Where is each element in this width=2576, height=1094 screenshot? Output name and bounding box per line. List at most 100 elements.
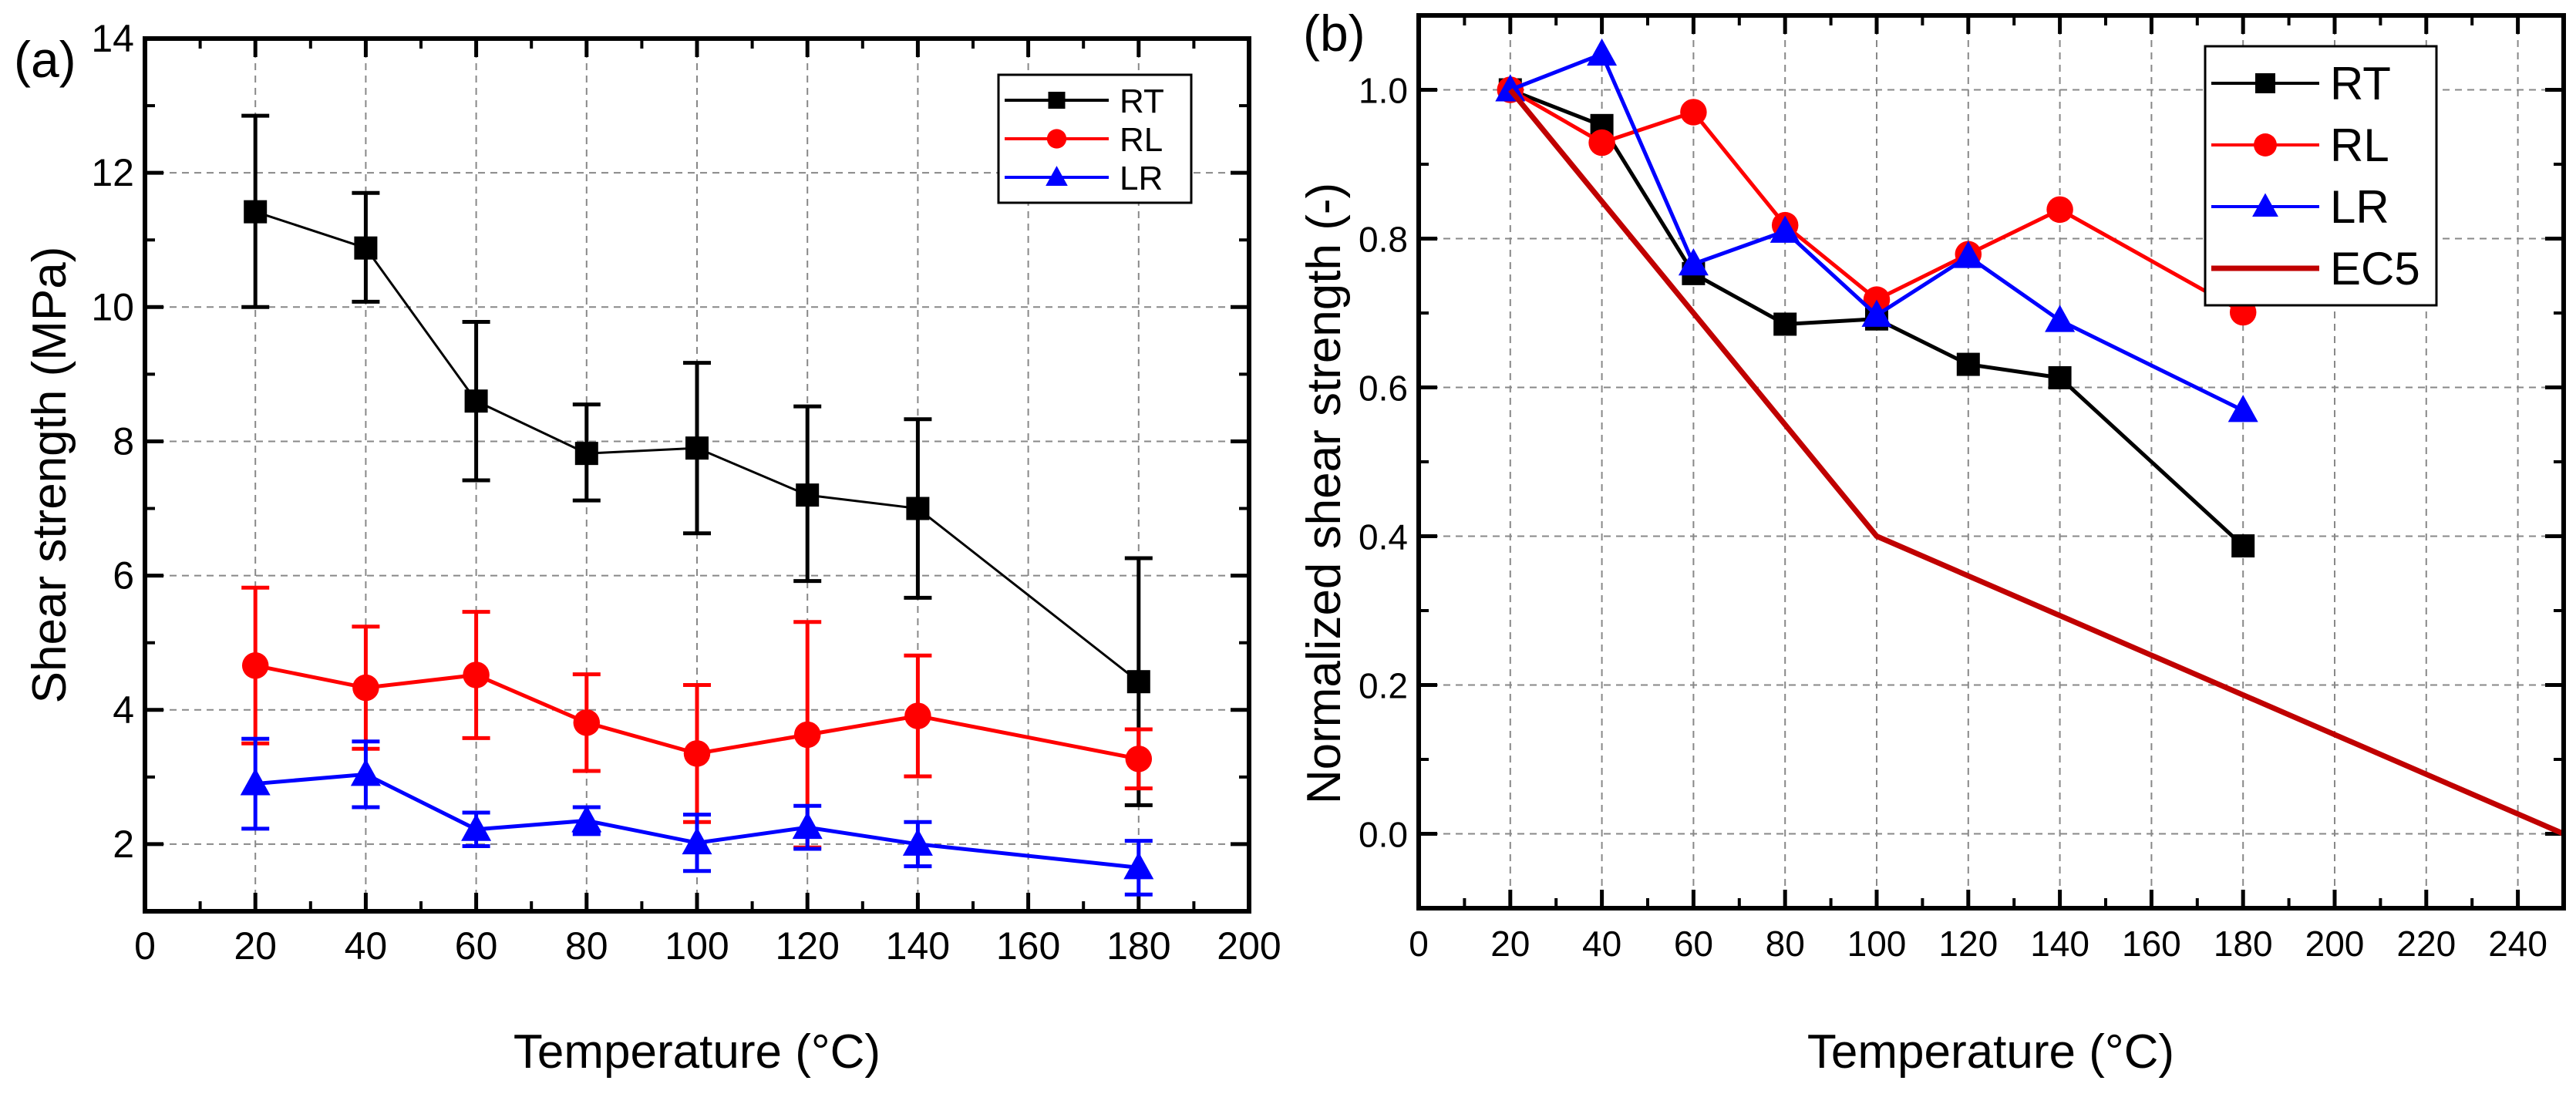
legend-label-rl: RL bbox=[1120, 121, 1163, 159]
x-tick-label: 180 bbox=[2214, 924, 2273, 964]
data-point-rl bbox=[573, 709, 601, 736]
legend-marker-lr bbox=[2252, 193, 2278, 217]
x-tick-label: 220 bbox=[2396, 924, 2456, 964]
legend-label-lr: LR bbox=[1120, 160, 1163, 197]
data-point-rt bbox=[464, 389, 488, 413]
x-tick-label: 0 bbox=[134, 924, 156, 968]
data-point-lr bbox=[792, 811, 823, 840]
x-tick-label: 160 bbox=[996, 924, 1060, 968]
data-point-rt bbox=[1773, 312, 1797, 336]
legend-label-rl: RL bbox=[2330, 119, 2389, 171]
data-point-lr bbox=[1770, 215, 1800, 243]
plot-frame bbox=[143, 36, 1251, 914]
y-tick-label: 12 bbox=[91, 151, 134, 194]
panel-b-normalized-strength: (b) Temperature (°C) Normalized shear st… bbox=[1298, 5, 2566, 1079]
data-point-rt bbox=[244, 200, 268, 224]
data-point-lr bbox=[350, 759, 381, 786]
data-point-lr bbox=[461, 813, 492, 841]
data-point-rl bbox=[1863, 286, 1891, 313]
panel-b-xlabel: Temperature (°C) bbox=[1807, 1025, 2174, 1079]
data-point-lr bbox=[902, 828, 933, 856]
y-tick-label: 1.0 bbox=[1359, 71, 1408, 111]
y-tick-label: 4 bbox=[113, 688, 134, 732]
x-tick-label: 240 bbox=[2488, 924, 2547, 964]
legend-label-rt: RT bbox=[1120, 82, 1164, 120]
y-tick-label: 0.0 bbox=[1359, 815, 1408, 855]
y-tick-label: 2 bbox=[113, 823, 134, 866]
data-point-rt bbox=[685, 436, 709, 460]
legend-label-lr: LR bbox=[2330, 181, 2389, 233]
x-tick-label: 60 bbox=[455, 924, 498, 968]
x-tick-label: 140 bbox=[2030, 924, 2089, 964]
panel-b-ylabel: Normalized shear strength (-) bbox=[1298, 183, 1351, 804]
series-rt bbox=[241, 113, 1153, 807]
data-point-rl bbox=[683, 740, 711, 767]
panel-b-label: (b) bbox=[1303, 5, 1365, 62]
data-point-rt bbox=[796, 483, 820, 507]
data-point-rt bbox=[1126, 670, 1150, 694]
series-lr bbox=[240, 736, 1154, 897]
x-tick-label: 120 bbox=[1938, 924, 1998, 964]
panel-a-ylabel: Shear strength (MPa) bbox=[23, 247, 76, 704]
x-tick-label: 160 bbox=[2122, 924, 2181, 964]
data-point-rl bbox=[1125, 746, 1153, 773]
data-point-rl bbox=[241, 652, 269, 679]
data-point-lr bbox=[1953, 241, 1984, 268]
series-line-ec5 bbox=[1508, 88, 2565, 836]
legend-marker-rt bbox=[2255, 73, 2275, 93]
series-line-rl bbox=[254, 663, 1140, 761]
x-tick-label: 20 bbox=[234, 924, 277, 968]
series-line-rl bbox=[1509, 88, 2244, 315]
x-tick-label: 120 bbox=[775, 924, 839, 968]
data-point-rt bbox=[2231, 534, 2255, 558]
x-tick-label: 80 bbox=[565, 924, 608, 968]
plot-frame bbox=[1416, 13, 2566, 911]
series-lr bbox=[1495, 38, 2258, 422]
data-point-rt bbox=[2048, 365, 2072, 389]
legend-marker-rl bbox=[2254, 133, 2277, 157]
y-tick-label: 14 bbox=[91, 17, 134, 60]
data-point-lr bbox=[1861, 299, 1892, 327]
legend-marker-lr bbox=[1046, 166, 1068, 186]
x-tick-label: 100 bbox=[665, 924, 729, 968]
x-tick-label: 200 bbox=[1217, 924, 1281, 968]
data-point-lr bbox=[2045, 305, 2076, 332]
series-line-rt bbox=[1509, 88, 2244, 547]
y-tick-label: 0.2 bbox=[1359, 666, 1408, 706]
series-rl bbox=[241, 585, 1153, 850]
y-tick-label: 0.8 bbox=[1359, 220, 1408, 260]
data-point-lr bbox=[240, 768, 271, 796]
y-tick-label: 6 bbox=[113, 554, 134, 597]
legend: RT RL LR EC5 bbox=[2204, 45, 2438, 307]
data-point-lr bbox=[1587, 38, 1618, 66]
legend-marker-rt bbox=[1048, 92, 1066, 109]
series-line-lr bbox=[1509, 51, 2244, 412]
x-tick-label: 20 bbox=[1490, 924, 1530, 964]
data-point-lr bbox=[1495, 74, 1526, 102]
x-tick-label: 80 bbox=[1766, 924, 1805, 964]
x-tick-label: 140 bbox=[886, 924, 950, 968]
x-tick-label: 200 bbox=[2305, 924, 2365, 964]
series-ec5 bbox=[1508, 88, 2565, 836]
data-point-rt bbox=[574, 442, 598, 466]
panel-a-shear-strength: (a) Temperature (°C) Shear strength (MPa… bbox=[14, 17, 1281, 1079]
y-tick-label: 10 bbox=[91, 285, 134, 328]
y-tick-label: 0.6 bbox=[1359, 369, 1408, 409]
x-tick-label: 40 bbox=[345, 924, 388, 968]
data-point-rl bbox=[2046, 196, 2073, 224]
data-point-rt bbox=[906, 497, 930, 520]
data-point-rl bbox=[463, 661, 490, 688]
data-point-rl bbox=[904, 702, 931, 729]
data-point-lr bbox=[2227, 395, 2258, 422]
y-tick-label: 0.4 bbox=[1359, 517, 1408, 557]
x-tick-label: 60 bbox=[1674, 924, 1713, 964]
legend-box bbox=[2204, 45, 2438, 307]
data-point-rl bbox=[793, 721, 821, 749]
data-point-lr bbox=[682, 826, 712, 855]
series-line-rt bbox=[254, 210, 1140, 683]
data-point-rl bbox=[1588, 129, 1615, 157]
data-point-rt bbox=[354, 236, 378, 260]
data-point-lr bbox=[571, 805, 602, 833]
